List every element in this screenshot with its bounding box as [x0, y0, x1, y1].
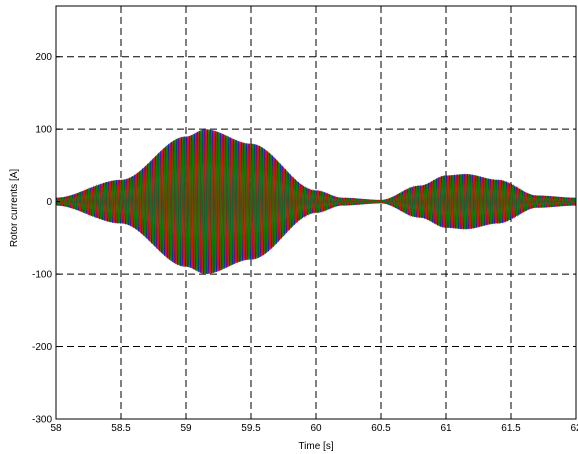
y-tick-label: 200 — [35, 52, 52, 63]
x-axis-label: Time [s] — [298, 441, 333, 452]
phase-current-trace — [55, 129, 577, 274]
y-tick-label: 100 — [35, 125, 52, 136]
y-tick-label: -200 — [32, 342, 52, 353]
x-tick-label: 58.5 — [111, 423, 131, 434]
x-tick-label: 59 — [180, 423, 192, 434]
x-tick-label: 60 — [310, 423, 322, 434]
x-tick-label: 61 — [440, 423, 452, 434]
rotor-current-traces — [55, 129, 577, 275]
x-axis-ticks: 58 58.5 59 59.5 60 60.5 61 61.5 62 — [50, 415, 578, 434]
y-tick-label: 0 — [46, 197, 52, 208]
x-tick-label: 59.5 — [241, 423, 261, 434]
x-tick-label: 58 — [50, 423, 62, 434]
phase-current-trace — [55, 129, 577, 275]
x-tick-label: 61.5 — [501, 423, 521, 434]
y-axis-ticks: -300 -200 -100 0 100 200 — [32, 52, 60, 426]
y-axis-label: Rotor currents [A] — [9, 169, 20, 248]
y-tick-label: -100 — [32, 270, 52, 281]
x-tick-label: 62 — [570, 423, 578, 434]
y-tick-label: -300 — [32, 415, 52, 426]
x-tick-label: 60.5 — [371, 423, 391, 434]
phase-current-trace — [55, 129, 577, 275]
